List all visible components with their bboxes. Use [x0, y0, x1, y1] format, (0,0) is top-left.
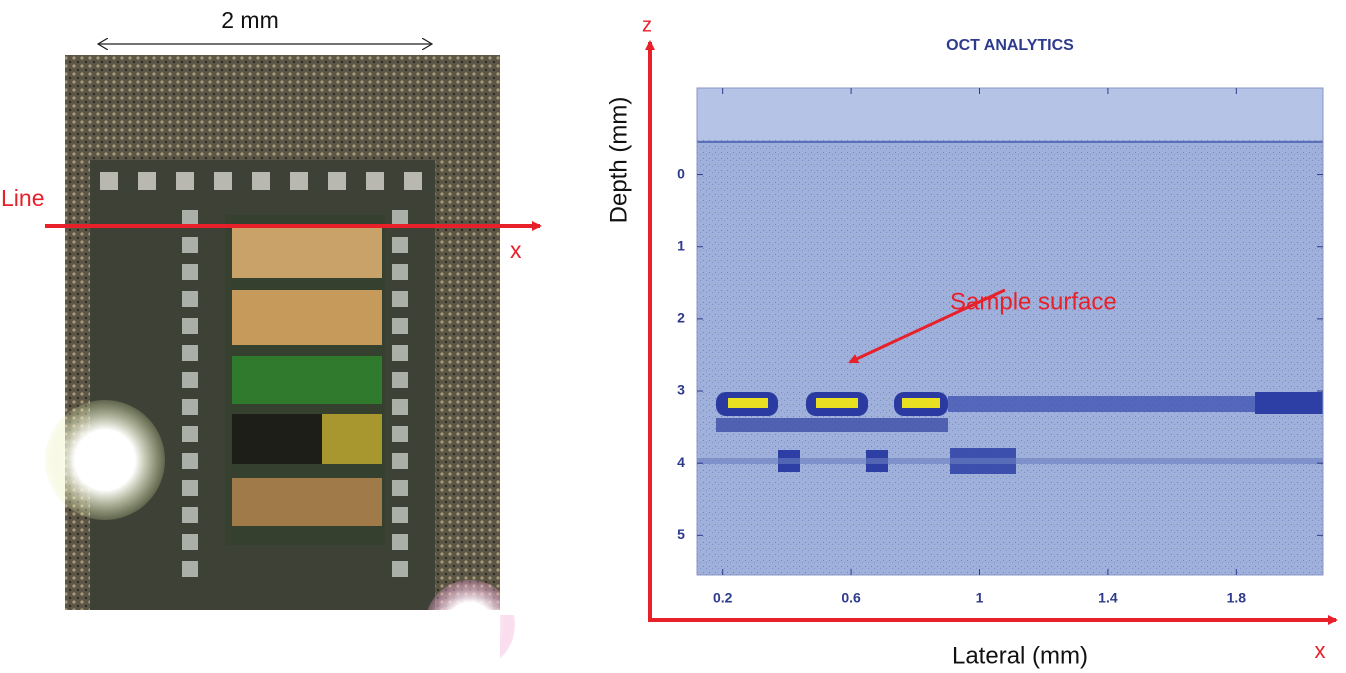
x-tick-label: 1.4: [1098, 590, 1118, 606]
pad-block: [232, 290, 382, 345]
surface-band: [1255, 392, 1323, 414]
annotation-arrow: [848, 288, 1006, 364]
pad: [328, 172, 346, 190]
z-label: z: [642, 14, 652, 36]
pad: [392, 426, 408, 442]
photo-mask: [500, 55, 560, 615]
pad: [366, 172, 384, 190]
pad-block: [232, 414, 322, 464]
y-tick-label: 5: [677, 526, 685, 542]
x-tick-label: 1.8: [1227, 590, 1247, 606]
pad: [392, 507, 408, 523]
pad: [100, 172, 118, 190]
pad: [214, 172, 232, 190]
oct-title: OCT ANALYTICS: [946, 37, 1074, 54]
pad: [392, 480, 408, 496]
pad: [404, 172, 422, 190]
x-axis-label: x: [1315, 638, 1326, 663]
pad: [182, 507, 198, 523]
pad: [392, 210, 408, 226]
pad: [392, 264, 408, 280]
pad: [182, 237, 198, 253]
y-tick-label: 2: [677, 310, 685, 326]
annotation: Sample surface: [950, 288, 1117, 315]
pad: [182, 453, 198, 469]
y-axis-title: Depth (mm): [605, 97, 632, 224]
pad: [392, 399, 408, 415]
pad-block: [232, 478, 382, 526]
pad: [290, 172, 308, 190]
pad: [182, 345, 198, 361]
pad: [182, 480, 198, 496]
surface-shadow: [716, 418, 948, 432]
pad: [176, 172, 194, 190]
pad: [392, 534, 408, 550]
pad: [392, 372, 408, 388]
pad-block: [232, 228, 382, 278]
y-tick-label: 1: [677, 237, 685, 253]
pad: [182, 291, 198, 307]
pad: [392, 453, 408, 469]
x-axis-title: Lateral (mm): [952, 642, 1088, 669]
pad: [182, 561, 198, 577]
pad: [392, 291, 408, 307]
plot-frame: [696, 87, 1324, 576]
pad: [182, 210, 198, 226]
surface-blob: [728, 398, 768, 408]
pad: [252, 172, 270, 190]
y-tick-label: 0: [677, 165, 685, 181]
pad: [182, 318, 198, 334]
pad: [182, 264, 198, 280]
y-tick-label: 3: [677, 382, 685, 398]
pads: [100, 172, 422, 577]
glare: [45, 400, 165, 520]
line-label: Line: [1, 185, 44, 211]
surface-blob: [902, 398, 940, 408]
x-tick-label: 1: [976, 590, 984, 606]
pad: [392, 237, 408, 253]
pad: [392, 345, 408, 361]
pad-block: [232, 356, 382, 404]
y-tick-label: 4: [677, 454, 685, 470]
surface-band: [948, 396, 1323, 412]
pad: [392, 318, 408, 334]
pad: [392, 561, 408, 577]
pad: [182, 534, 198, 550]
pad: [182, 426, 198, 442]
pad: [138, 172, 156, 190]
pad: [182, 399, 198, 415]
oct-panel: OCT ANALYTICS z x Depth (mm) Lateral (mm…: [605, 14, 1338, 669]
surface-blob: [816, 398, 858, 408]
pad-block: [322, 414, 382, 464]
x-tick-label: 0.2: [713, 590, 733, 606]
subsurface-line: [697, 458, 1323, 464]
photo: 2 mm Line x: [1, 7, 560, 673]
photo-mask: [65, 610, 500, 673]
x-tick-label: 0.6: [841, 590, 861, 606]
oct-top-band: [697, 88, 1323, 140]
oct-image: [697, 88, 1323, 575]
scale-label: 2 mm: [221, 7, 279, 33]
axis-label: x: [510, 237, 522, 263]
pad: [182, 372, 198, 388]
